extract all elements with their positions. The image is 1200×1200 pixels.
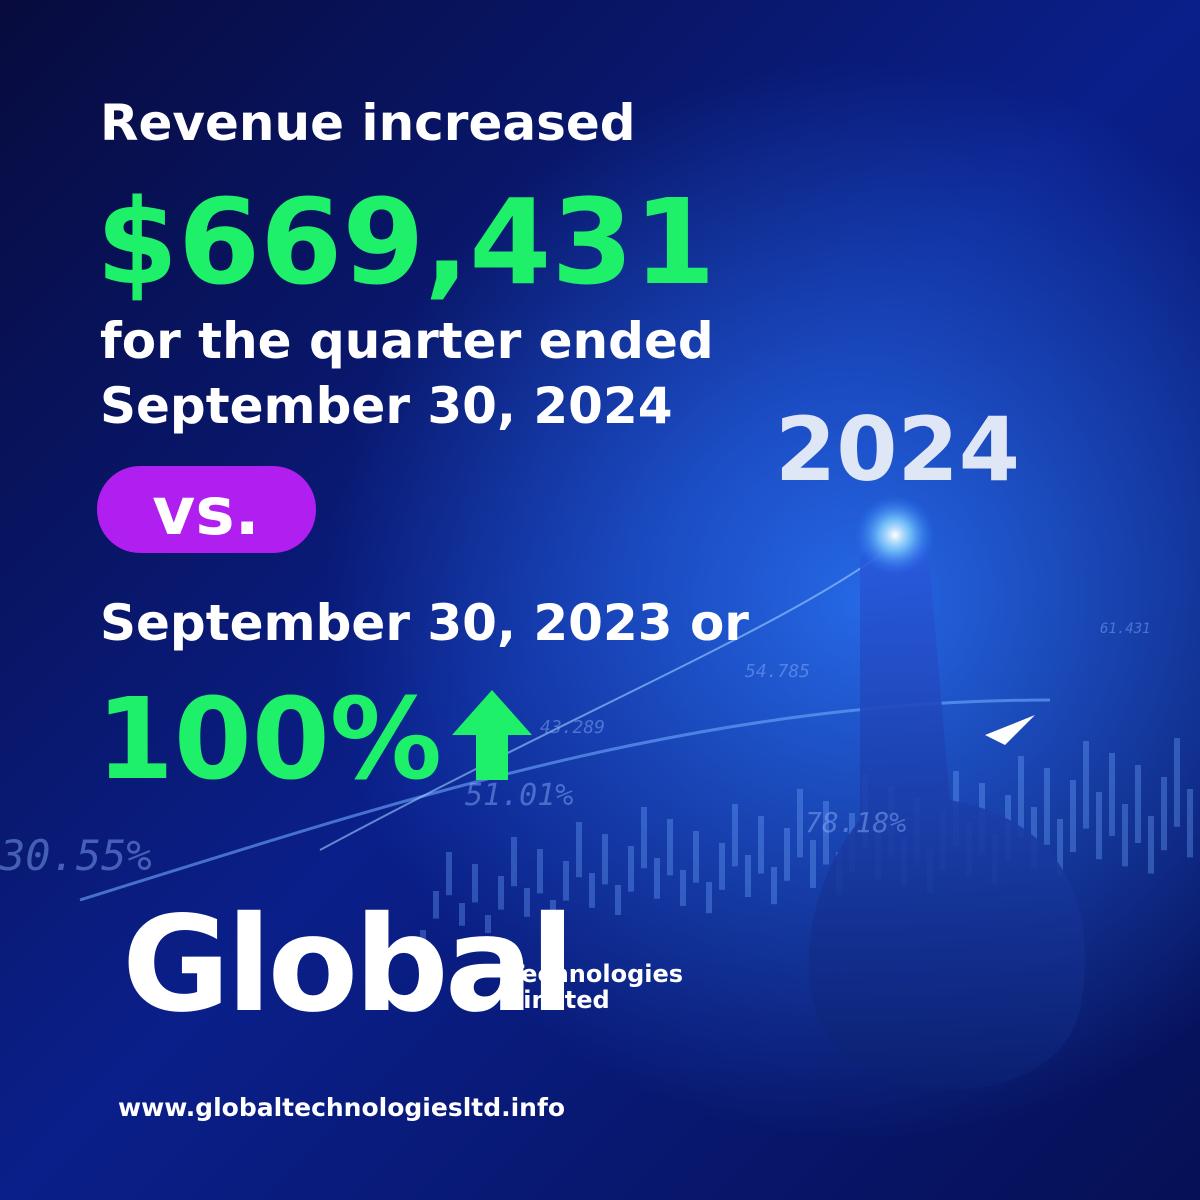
candle [1083, 741, 1089, 829]
candle [732, 804, 738, 867]
trend-line [319, 539, 901, 851]
candle [498, 876, 504, 910]
hand [808, 531, 1085, 1091]
candle [1135, 765, 1141, 843]
candle [1057, 819, 1063, 876]
candle [641, 807, 647, 869]
candle [719, 843, 725, 890]
candle [1174, 738, 1180, 827]
candle [1148, 816, 1154, 874]
logo-name: Global [122, 888, 571, 1042]
candle [654, 858, 660, 899]
website: www.globaltechnologiesltd.info [118, 1093, 565, 1122]
candle [550, 900, 556, 924]
candle [810, 840, 816, 888]
bg-ticker: 61.431 [1100, 621, 1151, 637]
candle [459, 903, 465, 926]
candle [1044, 768, 1050, 845]
candle [706, 882, 712, 914]
bg-ticker: 54.785 [745, 661, 810, 682]
vs-pill [97, 466, 316, 553]
candle [823, 801, 829, 865]
bg-ticker: 78.18% [805, 806, 906, 839]
candle [1018, 756, 1024, 838]
candle [524, 888, 530, 917]
candle [693, 831, 699, 883]
candle [1096, 792, 1102, 860]
candle [420, 930, 426, 942]
candle [1161, 777, 1167, 851]
candle [1109, 753, 1115, 836]
candle [446, 852, 452, 896]
headline-line: September 30, 2024 [100, 377, 673, 435]
candle [602, 834, 608, 885]
headline-line: Revenue increased [100, 94, 636, 152]
candle [758, 816, 764, 874]
candle [628, 846, 634, 892]
revenue-amount: $669,431 [96, 173, 716, 311]
headline-line: September 30, 2023 or [100, 594, 749, 652]
candle [680, 870, 686, 906]
percent-change: 100% [96, 675, 442, 805]
candle [784, 828, 790, 881]
logo-sub: Limited [508, 986, 610, 1014]
finger-glow [855, 495, 935, 575]
candle [485, 915, 491, 933]
candle [433, 891, 439, 919]
candle [1187, 789, 1193, 858]
candle [1070, 780, 1076, 852]
headline-line: for the quarter ended [100, 312, 714, 370]
candle [745, 855, 751, 897]
candle [472, 864, 478, 903]
candle [563, 861, 569, 901]
candle [537, 849, 543, 894]
arrow-cursor [985, 715, 1035, 745]
candle [667, 819, 673, 876]
candle [771, 867, 777, 905]
bg-ticker: 30.55% [0, 831, 152, 880]
candle [1122, 804, 1128, 867]
candle [797, 789, 803, 858]
candle [576, 822, 582, 878]
candle [615, 885, 621, 915]
up-arrow [452, 690, 532, 780]
candle [589, 873, 595, 908]
bg-year: 2024 [775, 398, 1020, 501]
candle [511, 837, 517, 887]
vs-label: vs. [152, 473, 259, 550]
bg-ticker: 51.01% [465, 778, 573, 813]
logo-sub: Technologies [508, 960, 683, 988]
bg-ticker: 43.289 [540, 717, 605, 738]
